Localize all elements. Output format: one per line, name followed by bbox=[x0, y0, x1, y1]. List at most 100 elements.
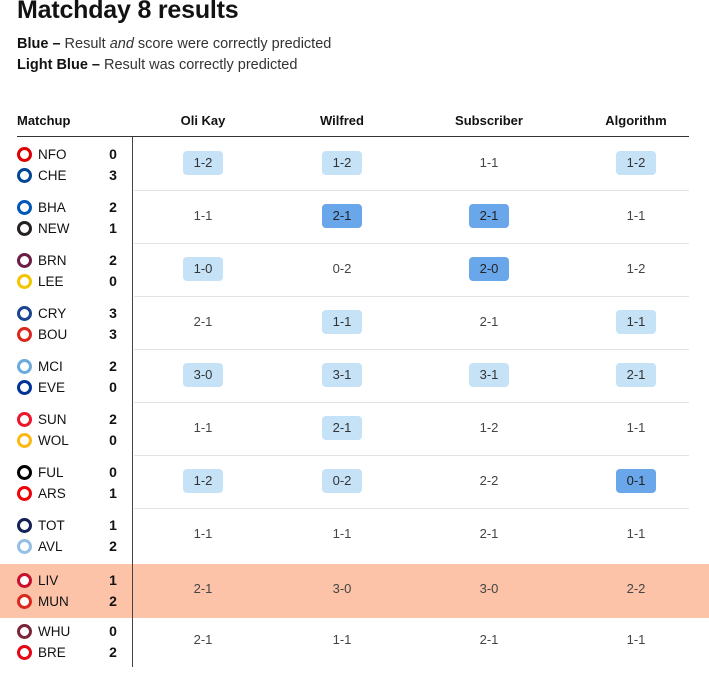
prediction-algorithm: 1-1 bbox=[626, 526, 646, 541]
prediction-oli-kay: 1-1 bbox=[193, 420, 213, 435]
prediction-wilfred: 1-1 bbox=[322, 310, 362, 334]
team-home: FUL bbox=[17, 462, 64, 482]
table-row: BHA 2 NEW 1 1-1 2-1 2-1 1-1 bbox=[0, 191, 709, 244]
table-row: BRN 2 LEE 0 1-0 0-2 2-0 1-2 bbox=[0, 244, 709, 297]
prediction-oli-kay: 1-1 bbox=[193, 526, 213, 541]
home-score: 0 bbox=[109, 464, 117, 480]
legend-light-blue-key: Light Blue – bbox=[17, 57, 100, 73]
away-score: 2 bbox=[109, 538, 117, 554]
table-row: SUN 2 WOL 0 1-1 2-1 1-2 1-1 bbox=[0, 403, 709, 456]
prediction-algorithm: 1-1 bbox=[626, 208, 646, 223]
team-code: BRE bbox=[38, 644, 66, 660]
team-code: NFO bbox=[38, 146, 67, 162]
prediction-wilfred: 1-2 bbox=[322, 151, 362, 175]
home-score: 2 bbox=[109, 358, 117, 374]
team-away: EVE bbox=[17, 377, 65, 397]
wolves-crest-icon bbox=[17, 432, 32, 448]
team-home: TOT bbox=[17, 515, 65, 535]
team-home: WHU bbox=[17, 621, 70, 641]
prediction-subscriber: 1-2 bbox=[479, 420, 499, 435]
team-code: BRN bbox=[38, 252, 67, 268]
team-code: MCI bbox=[38, 358, 63, 374]
team-code: LEE bbox=[38, 273, 64, 289]
table-row: TOT 1 AVL 2 1-1 1-1 2-1 1-1 bbox=[0, 509, 709, 562]
prediction-algorithm: 0-1 bbox=[616, 469, 656, 493]
brentford-crest-icon bbox=[17, 644, 32, 660]
prediction-subscriber: 2-0 bbox=[469, 257, 509, 281]
prediction-algorithm: 1-1 bbox=[626, 632, 646, 647]
header-matchup: Matchup bbox=[17, 113, 71, 128]
team-code: WHU bbox=[38, 623, 71, 639]
team-code: BHA bbox=[38, 199, 66, 215]
team-code: LIV bbox=[38, 572, 59, 588]
header-oli-kay: Oli Kay bbox=[180, 113, 226, 128]
sunderland-crest-icon bbox=[17, 411, 32, 427]
bournemouth-crest-icon bbox=[17, 326, 32, 342]
table-row: LIV 1 MUN 2 2-1 3-0 3-0 2-2 bbox=[0, 564, 709, 618]
header-subscriber: Subscriber bbox=[455, 113, 523, 128]
crystal-palace-crest-icon bbox=[17, 305, 32, 321]
prediction-subscriber: 2-1 bbox=[469, 204, 509, 228]
tottenham-crest-icon bbox=[17, 517, 32, 533]
team-code: EVE bbox=[38, 379, 66, 395]
team-code: AVL bbox=[38, 538, 63, 554]
prediction-subscriber: 2-2 bbox=[479, 473, 499, 488]
away-score: 0 bbox=[109, 379, 117, 395]
table-row: CRY 3 BOU 3 2-1 1-1 2-1 1-1 bbox=[0, 297, 709, 350]
team-away: NEW bbox=[17, 218, 70, 238]
team-away: MUN bbox=[17, 591, 69, 611]
home-score: 0 bbox=[109, 146, 117, 162]
team-code: BOU bbox=[38, 326, 68, 342]
header-wilfred: Wilfred bbox=[320, 113, 364, 128]
away-score: 0 bbox=[109, 432, 117, 448]
aston-villa-crest-icon bbox=[17, 538, 32, 554]
everton-crest-icon bbox=[17, 379, 32, 395]
legend-blue: Blue – Result and score were correctly p… bbox=[17, 36, 331, 52]
prediction-oli-kay: 2-1 bbox=[193, 314, 213, 329]
team-code: CHE bbox=[38, 167, 67, 183]
home-score: 1 bbox=[109, 517, 117, 533]
prediction-subscriber: 2-1 bbox=[479, 314, 499, 329]
home-score: 3 bbox=[109, 305, 117, 321]
prediction-oli-kay: 1-0 bbox=[183, 257, 223, 281]
prediction-subscriber: 2-1 bbox=[479, 632, 499, 647]
arsenal-crest-icon bbox=[17, 485, 32, 501]
prediction-wilfred: 0-2 bbox=[322, 469, 362, 493]
team-code: TOT bbox=[38, 517, 65, 533]
team-code: WOL bbox=[38, 432, 69, 448]
west-ham-crest-icon bbox=[17, 623, 32, 639]
prediction-algorithm: 1-1 bbox=[616, 310, 656, 334]
away-score: 0 bbox=[109, 273, 117, 289]
table-row: MCI 2 EVE 0 3-0 3-1 3-1 2-1 bbox=[0, 350, 709, 403]
newcastle-crest-icon bbox=[17, 220, 32, 236]
prediction-wilfred: 3-0 bbox=[332, 581, 352, 596]
team-home: LIV bbox=[17, 570, 58, 590]
team-away: BOU bbox=[17, 324, 67, 344]
away-score: 2 bbox=[109, 593, 117, 609]
team-code: FUL bbox=[38, 464, 64, 480]
legend-light-blue-text: Result was correctly predicted bbox=[104, 57, 298, 73]
legend-blue-key: Blue – bbox=[17, 36, 61, 52]
away-score: 1 bbox=[109, 485, 117, 501]
team-away: LEE bbox=[17, 271, 64, 291]
home-score: 2 bbox=[109, 411, 117, 427]
home-score: 1 bbox=[109, 572, 117, 588]
team-away: AVL bbox=[17, 536, 63, 556]
team-home: BHA bbox=[17, 197, 66, 217]
prediction-algorithm: 1-1 bbox=[626, 420, 646, 435]
manchester-city-crest-icon bbox=[17, 358, 32, 374]
prediction-oli-kay: 1-2 bbox=[183, 151, 223, 175]
header-divider bbox=[17, 136, 689, 137]
away-score: 3 bbox=[109, 326, 117, 342]
team-home: MCI bbox=[17, 356, 63, 376]
team-away: ARS bbox=[17, 483, 66, 503]
chelsea-crest-icon bbox=[17, 167, 32, 183]
manchester-united-crest-icon bbox=[17, 593, 32, 609]
away-score: 3 bbox=[109, 167, 117, 183]
legend-blue-text-post: score were correctly predicted bbox=[133, 36, 332, 52]
prediction-oli-kay: 1-2 bbox=[183, 469, 223, 493]
home-score: 0 bbox=[109, 623, 117, 639]
away-score: 1 bbox=[109, 220, 117, 236]
team-home: CRY bbox=[17, 303, 66, 323]
prediction-wilfred: 2-1 bbox=[322, 204, 362, 228]
